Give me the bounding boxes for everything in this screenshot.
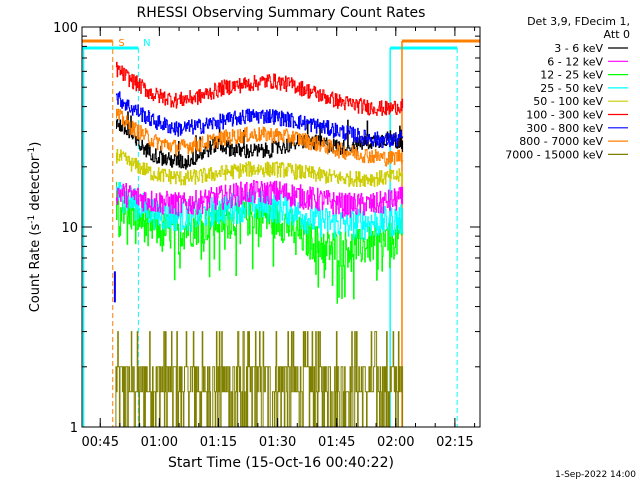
y-axis-label-part: detector bbox=[28, 155, 43, 215]
series-line-50-100kev bbox=[115, 149, 404, 187]
series-line-6-12kev bbox=[115, 179, 404, 218]
legend-label: 300 - 800 keV bbox=[526, 122, 603, 135]
series-line-7000-15000-kev bbox=[115, 331, 404, 428]
y-tick-label: 100 bbox=[53, 21, 78, 36]
x-tick-label: 02:15 bbox=[436, 435, 473, 450]
y-tick-label: 10 bbox=[61, 221, 78, 236]
legend-label: 6 - 12 keV bbox=[547, 55, 603, 68]
x-tick-label: 00:45 bbox=[82, 435, 119, 450]
legend-label: 3 - 6 keV bbox=[554, 42, 603, 55]
series-line-3-6kev bbox=[115, 111, 404, 170]
legend-header: Att 0 bbox=[604, 28, 630, 41]
series-line-300-800kev bbox=[115, 91, 404, 149]
state-annotation: S bbox=[118, 38, 124, 49]
state-annotation: N bbox=[143, 38, 150, 49]
series-line-25-50kev bbox=[115, 181, 404, 240]
legend-header: Det 3,9, FDecim 1, bbox=[527, 15, 630, 28]
series-line-800-7000kev bbox=[115, 108, 404, 167]
legend-label: 7000 - 15000 keV bbox=[505, 148, 603, 161]
chart-title: RHESSI Observing Summary Count Rates bbox=[137, 5, 426, 21]
y-axis-label-part: -1 bbox=[27, 147, 37, 156]
legend-label: 100 - 300 keV bbox=[526, 109, 603, 122]
legend-label: 25 - 50 keV bbox=[540, 82, 603, 95]
y-axis: 1 10 100 bbox=[53, 21, 480, 436]
x-axis: 00:45 01:00 01:15 01:30 01:45 02:00 02:15 bbox=[82, 27, 476, 450]
x-tick-label: 02:00 bbox=[377, 435, 414, 450]
x-tick-label: 01:15 bbox=[200, 435, 237, 450]
y-axis-label-part: ) bbox=[28, 142, 43, 147]
x-tick-label: 01:00 bbox=[141, 435, 178, 450]
footer-date: 1-Sep-2022 14:00 bbox=[555, 470, 636, 480]
y-axis-label-part: Count Rate (s bbox=[28, 224, 43, 313]
y-tick-label: 1 bbox=[70, 421, 78, 436]
y-axis-label: Count Rate (s-1 detector-1) bbox=[27, 142, 43, 313]
legend-label: 800 - 7000 keV bbox=[519, 135, 603, 148]
series-layer bbox=[115, 61, 404, 428]
x-tick-label: 01:30 bbox=[259, 435, 296, 450]
series-line-100-300kev bbox=[115, 61, 404, 116]
x-tick-label: 01:45 bbox=[318, 435, 355, 450]
legend-label: 12 - 25 keV bbox=[540, 69, 603, 82]
x-axis-label: Start Time (15-Oct-16 00:40:22) bbox=[168, 455, 394, 471]
y-axis-label-part: -1 bbox=[27, 215, 37, 224]
legend-label: 50 - 100 keV bbox=[533, 95, 603, 108]
